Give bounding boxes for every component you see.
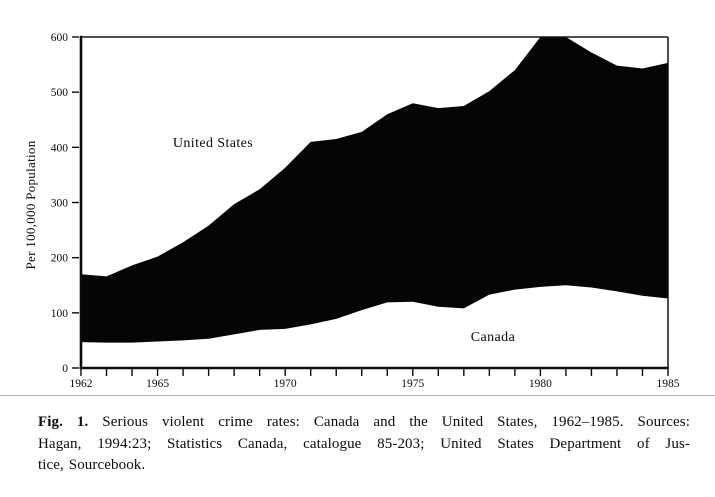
crime-rate-area-chart: 0 100 200 300 400 500 600 1962 1965 1970 1975 1980 1… (51, 32, 680, 390)
y-tick-label: 400 (51, 142, 69, 154)
y-tick-label: 300 (51, 198, 69, 210)
y-tick-label: 100 (51, 308, 69, 320)
caption-line-1: Fig. 1. Serious violent crime rates: Can… (38, 412, 690, 434)
x-tick-label: 1985 (657, 378, 680, 390)
figure-caption: Fig. 1. Serious violent crime rates: Can… (38, 412, 690, 477)
y-axis-title: Per 100,000 Population (23, 140, 38, 270)
caption-line-1-text: Serious violent crime rates: Canada and … (88, 414, 691, 430)
y-tick-label: 500 (51, 87, 69, 99)
figure-number-label: Fig. 1. (38, 414, 89, 430)
x-tick-label: 1980 (529, 378, 552, 390)
caption-divider-rule (0, 395, 715, 396)
x-tick-label: 1970 (274, 378, 297, 390)
figure-chart: 0 100 200 300 400 500 600 1962 1965 1970 1975 1980 1… (23, 32, 680, 390)
caption-line-3: tice, Sourcebook. (38, 457, 146, 473)
y-tick-label: 0 (62, 363, 68, 375)
filled-band-us-vs-canada (81, 37, 668, 343)
y-tick-label: 200 (51, 253, 69, 265)
y-tick-label: 600 (51, 32, 69, 44)
x-tick-label: 1962 (70, 378, 93, 390)
caption-line-2: Hagan, 1994:23; Statistics Canada, catal… (38, 435, 690, 452)
united-states-area-label: United States (172, 136, 254, 151)
x-tick-label: 1965 (146, 378, 169, 390)
canada-area-label: Canada (470, 330, 516, 345)
x-tick-label: 1975 (401, 378, 424, 390)
